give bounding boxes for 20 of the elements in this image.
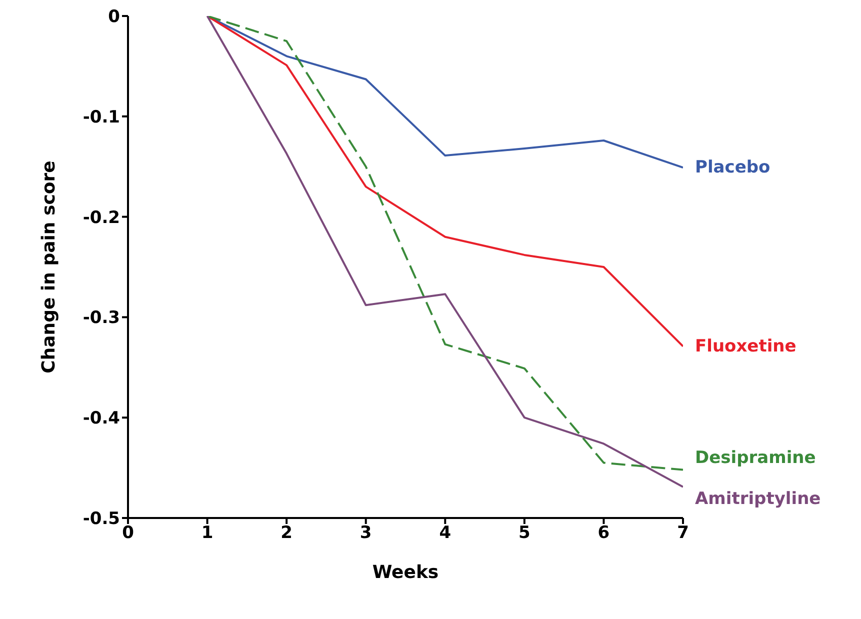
y-tick-label: 0 bbox=[108, 7, 120, 28]
y-tick-label: -0.4 bbox=[82, 408, 120, 429]
x-tick-label: 0 bbox=[122, 523, 134, 544]
series-label: Placebo bbox=[695, 158, 770, 178]
y-axis-title: Change in pain score bbox=[38, 160, 60, 374]
y-tick-label: -0.2 bbox=[82, 208, 120, 228]
y-tick-label: -0.1 bbox=[82, 107, 120, 128]
series-label: Amitriptyline bbox=[695, 488, 821, 509]
x-tick-label: 6 bbox=[598, 523, 610, 544]
x-tick-label: 2 bbox=[280, 523, 292, 544]
x-tick-label: 5 bbox=[518, 523, 530, 544]
x-tick-label: 7 bbox=[677, 523, 689, 544]
x-tick-label: 3 bbox=[360, 523, 372, 544]
x-tick-label: 4 bbox=[439, 523, 452, 544]
y-tick-label: -0.5 bbox=[82, 509, 120, 530]
series-label: Desipramine bbox=[695, 448, 816, 468]
x-tick-label: 1 bbox=[201, 523, 214, 544]
y-tick-label: -0.3 bbox=[82, 308, 120, 328]
series-label: Fluoxetine bbox=[695, 336, 796, 356]
x-axis-title: Weeks bbox=[372, 562, 439, 583]
